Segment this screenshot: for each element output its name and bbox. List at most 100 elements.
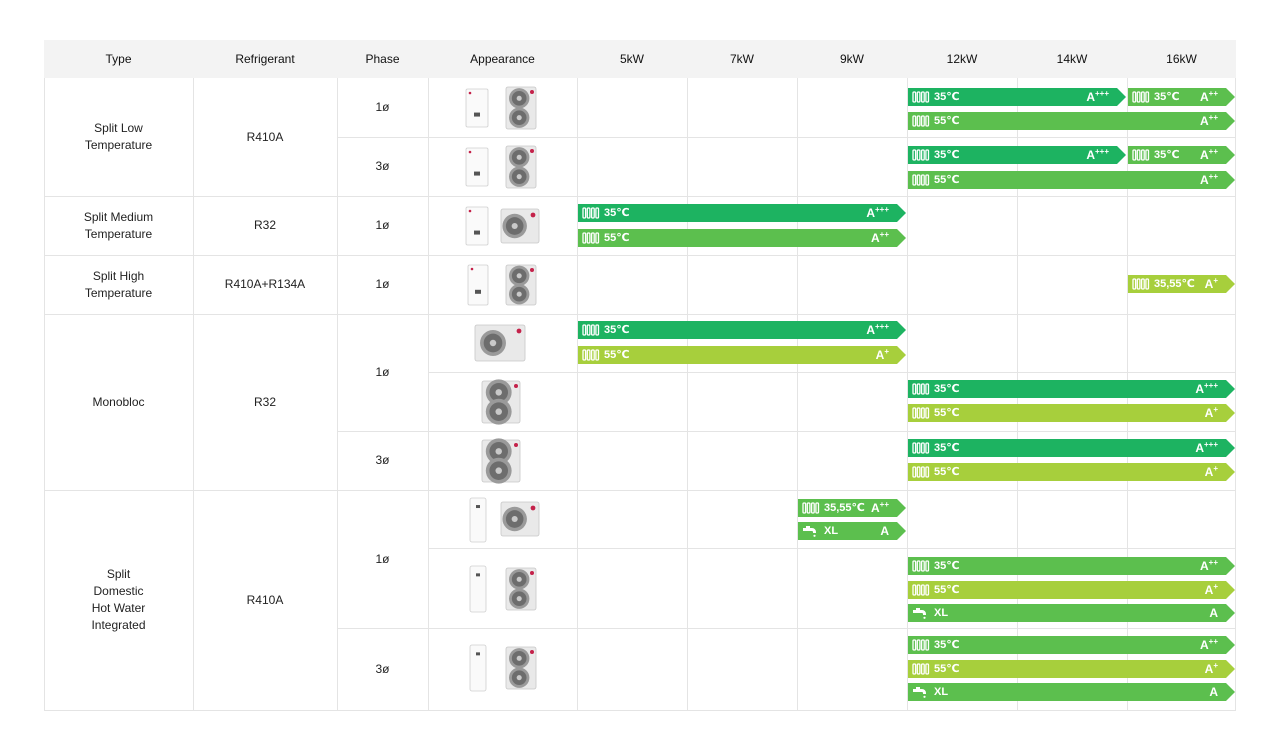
temperature-label: 55℃ — [934, 584, 960, 596]
energy-rating: A+ — [875, 347, 889, 362]
temperature-label: 35℃ — [1154, 149, 1180, 161]
header-capacity-5kw: 5kW — [620, 51, 644, 66]
phase-cell: 3ø — [375, 453, 390, 467]
phase-cell: 1ø — [375, 100, 390, 114]
header-type: Type — [105, 51, 132, 66]
energy-rating: A+++ — [1195, 440, 1218, 455]
refrigerant-cell: R410A+R134A — [224, 277, 306, 291]
energy-rating: A+++ — [866, 322, 889, 337]
temperature-label: 35℃ — [934, 149, 960, 161]
temperature-label: 35℃ — [934, 383, 960, 395]
temperature-label: 55℃ — [604, 349, 630, 361]
efficiency-bar: XL A — [798, 522, 906, 540]
temperature-label: 35,55℃ — [824, 502, 865, 514]
energy-rating-plus: +++ — [1094, 89, 1109, 98]
energy-rating-plus: +++ — [1203, 381, 1218, 390]
energy-rating: A+++ — [1086, 147, 1109, 162]
energy-rating: A+++ — [866, 205, 889, 220]
temperature-label: XL — [934, 686, 949, 698]
efficiency-bar: 35℃ A+++ — [908, 380, 1235, 398]
energy-rating-plus: ++ — [1208, 89, 1218, 98]
energy-rating: A++ — [1199, 113, 1218, 128]
temperature-label: 35℃ — [934, 91, 960, 103]
temperature-label: 35℃ — [604, 324, 630, 336]
energy-rating: A++ — [1199, 558, 1218, 573]
energy-rating-plus: + — [1213, 464, 1218, 473]
type-line: Split — [106, 567, 131, 581]
energy-rating-plus: +++ — [1094, 147, 1109, 156]
energy-rating: A+ — [1204, 464, 1218, 479]
efficiency-bar: 35℃ A++ — [1128, 146, 1235, 164]
efficiency-bar: 35℃ A++ — [908, 557, 1235, 575]
efficiency-bar: 35,55℃ A++ — [798, 499, 906, 517]
energy-rating: A+ — [1204, 582, 1218, 597]
header-phase: Phase — [365, 51, 400, 66]
temperature-label: 35℃ — [604, 207, 630, 219]
type-cell-split-domestic-hot-water-integrated: Split Domestic Hot Water Integrated — [44, 490, 193, 710]
phase-cell: 1ø — [375, 277, 390, 291]
refrigerant-cell: R32 — [253, 394, 276, 409]
efficiency-bar: 55℃ A+ — [908, 463, 1235, 481]
type-line: Domestic — [93, 584, 144, 598]
efficiency-bar: XL A — [908, 683, 1235, 701]
energy-rating: A+++ — [1086, 89, 1109, 104]
energy-rating-plus: + — [884, 347, 889, 356]
header-appearance: Appearance — [470, 51, 535, 66]
type-line: Split Low — [94, 121, 143, 135]
energy-rating: A++ — [1199, 172, 1218, 187]
type-cell-split-low-temperature: Split Low Temperature — [44, 78, 193, 196]
efficiency-bar: 35℃ A+++ — [908, 146, 1126, 164]
temperature-label: 35℃ — [934, 442, 960, 454]
type-line: Temperature — [84, 285, 153, 300]
temperature-label: 35℃ — [934, 639, 960, 651]
header-refrigerant: Refrigerant — [235, 51, 295, 66]
header-capacity-14kw: 14kW — [1056, 51, 1088, 66]
phase-cell: 3ø — [375, 661, 390, 676]
type-cell-split-medium-temperature: Split Medium Temperature — [44, 196, 193, 255]
energy-rating: A+ — [1204, 276, 1218, 291]
efficiency-bar: 35℃ A++ — [908, 636, 1235, 654]
refrigerant-cell: R32 — [253, 218, 276, 232]
energy-rating: A++ — [1199, 637, 1218, 652]
temperature-label: 55℃ — [604, 232, 630, 244]
type-line: Hot Water — [91, 601, 146, 615]
header-capacity-7kw: 7kW — [730, 51, 754, 66]
energy-rating-plus: +++ — [874, 322, 889, 331]
header-capacity-9kw: 9kW — [840, 51, 864, 66]
phase-cell: 1ø — [375, 365, 390, 379]
temperature-label: 55℃ — [934, 663, 960, 675]
phase-cell: 1ø — [375, 218, 390, 232]
efficiency-bar: 35℃ A++ — [1128, 88, 1235, 106]
energy-rating: A — [1209, 606, 1218, 620]
efficiency-bar: 35℃ A+++ — [908, 439, 1235, 457]
energy-rating: A+ — [1204, 405, 1218, 420]
temperature-label: 55℃ — [934, 466, 960, 478]
energy-rating-plus: + — [1213, 276, 1218, 285]
type-line: Temperature — [84, 226, 153, 241]
energy-rating-plus: + — [1213, 661, 1218, 670]
header-capacity-12kw: 12kW — [946, 51, 978, 66]
efficiency-bar: XL A — [908, 604, 1235, 622]
temperature-label: XL — [824, 525, 839, 537]
efficiency-bar: 55℃ A++ — [578, 229, 906, 247]
efficiency-bar: 35,55℃ A+ — [1128, 275, 1235, 293]
refrigerant-cell: R410A — [246, 129, 284, 144]
phase-cell: 1ø — [375, 551, 390, 566]
type-line: Integrated — [91, 618, 146, 632]
temperature-label: 35℃ — [934, 560, 960, 572]
type-line: Temperature — [84, 138, 153, 152]
energy-rating-plus: ++ — [1208, 113, 1218, 122]
energy-rating: A++ — [870, 230, 889, 245]
efficiency-bar: 35℃ A+++ — [578, 204, 906, 222]
energy-rating: A++ — [1199, 147, 1218, 162]
energy-rating: A++ — [870, 500, 889, 515]
efficiency-bar: 55℃ A+ — [908, 660, 1235, 678]
efficiency-bar: 55℃ A+ — [908, 404, 1235, 422]
temperature-label: 35,55℃ — [1154, 278, 1195, 290]
energy-rating-plus: + — [1213, 582, 1218, 591]
type-line: Split Medium — [83, 209, 154, 224]
efficiency-bar: 55℃ A++ — [908, 171, 1235, 189]
energy-rating-plus: +++ — [874, 205, 889, 214]
energy-rating: A+++ — [1195, 381, 1218, 396]
type-cell-monobloc: Monobloc — [44, 314, 193, 490]
